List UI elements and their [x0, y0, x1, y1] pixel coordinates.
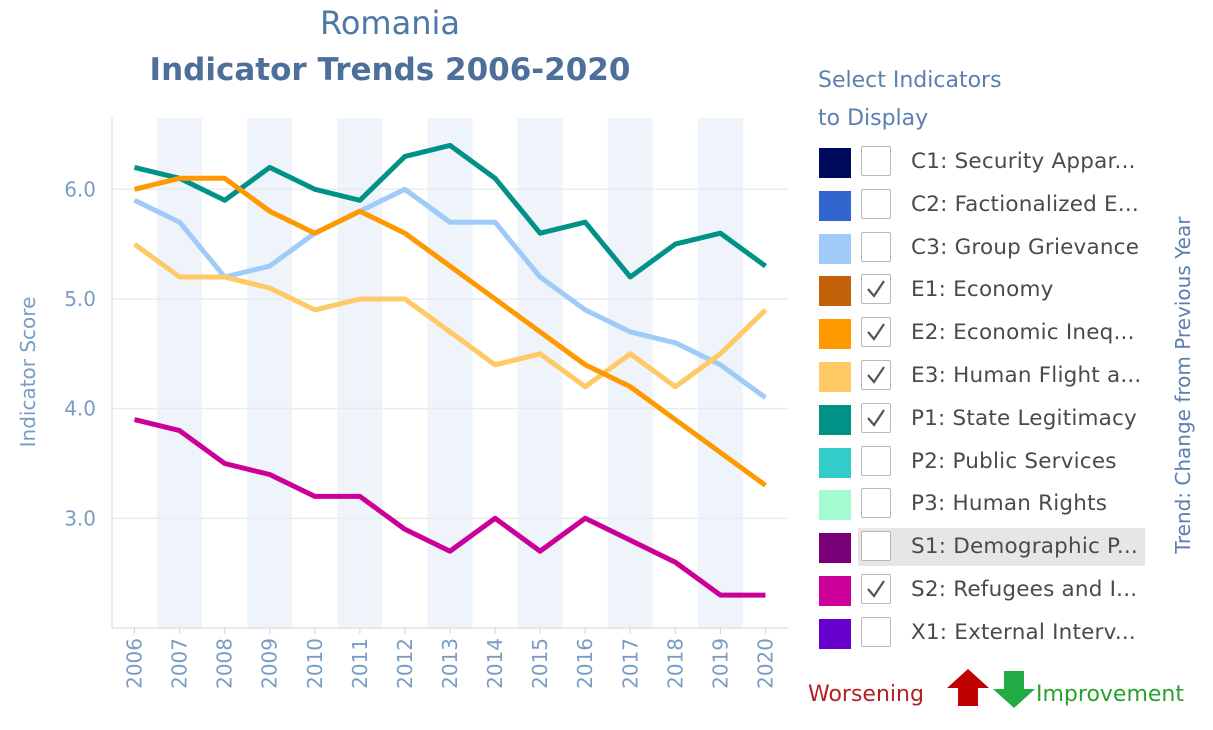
country-title: Romania — [320, 4, 460, 42]
x-tick-label: 2008 — [213, 638, 237, 689]
trend-legend: Worsening Improvement — [808, 668, 1208, 713]
legend-item-label: E1: Economy — [911, 277, 1054, 303]
legend-item[interactable]: E3: Human Flight a... — [818, 356, 1153, 399]
gridlines — [112, 188, 788, 520]
red-up-arrow-icon — [947, 669, 989, 706]
column-band — [697, 118, 743, 628]
checkmark-icon — [867, 366, 885, 384]
indicator-checkbox[interactable] — [861, 231, 891, 262]
legend-item[interactable]: E1: Economy — [818, 270, 1153, 313]
indicator-checkbox[interactable] — [861, 445, 891, 476]
x-tick-label: 2015 — [528, 638, 552, 689]
legend-item[interactable]: C1: Security Appar... — [818, 142, 1153, 185]
series-line[interactable] — [133, 175, 767, 488]
legend-item-label: P3: Human Rights — [911, 491, 1108, 517]
legend-item[interactable]: C2: Factionalized E... — [818, 185, 1153, 228]
x-tick-label: 2020 — [753, 638, 777, 689]
legend-item[interactable]: X1: External Interv... — [818, 613, 1153, 656]
indicator-checkbox[interactable] — [861, 317, 891, 348]
checkmark-icon — [867, 580, 885, 598]
x-tick-label: 2016 — [573, 638, 597, 689]
indicator-checkbox[interactable] — [861, 402, 891, 433]
legend-item-label: C1: Security Appar... — [911, 149, 1136, 174]
legend-color-swatch — [819, 575, 851, 606]
indicator-checkbox[interactable] — [861, 146, 891, 176]
legend-item[interactable]: P3: Human Rights — [818, 484, 1153, 527]
y-axis-label: Indicator Score — [16, 297, 40, 448]
trend-axis-title: Trend: Change from Previous Year — [1171, 216, 1195, 554]
line-chart: 3.0 4.0 5.0 6.0 2006 2007 2008 2009 2010 2011 201… — [16, 118, 788, 689]
column-band — [247, 118, 293, 628]
checkmark-icon — [867, 280, 885, 299]
legend-item-label: E3: Human Flight a... — [911, 362, 1142, 388]
legend-item[interactable]: C3: Group Grievance — [818, 228, 1153, 271]
legend-color-swatch — [819, 618, 851, 649]
legend-item-label: C3: Group Grievance — [911, 234, 1140, 260]
legend-item[interactable]: S2: Refugees and I... — [818, 570, 1153, 613]
column-band — [157, 118, 203, 628]
legend-item[interactable]: E2: Economic Ineq... — [818, 313, 1153, 356]
legend-color-swatch — [819, 319, 851, 350]
indicator-checkbox[interactable] — [861, 188, 891, 219]
legend-color-swatch — [819, 533, 851, 564]
x-tick-label: 2014 — [483, 638, 507, 689]
series-line[interactable] — [133, 242, 768, 390]
legend-color-swatch — [819, 233, 851, 264]
series-line[interactable] — [133, 186, 767, 400]
x-tick-label: 2013 — [438, 638, 462, 689]
checkmark-icon — [867, 323, 885, 342]
indicator-checkbox[interactable] — [861, 531, 891, 562]
x-tick-label: 2017 — [618, 638, 642, 689]
y-tick-label: 3.0 — [64, 506, 96, 530]
legend-item[interactable]: P1: State Legitimacy — [818, 399, 1153, 442]
x-tick-label: 2006 — [123, 638, 147, 689]
y-tick-label: 5.0 — [64, 287, 96, 311]
legend-item-label: P1: State Legitimacy — [911, 405, 1137, 431]
legend-heading-line2: to Display — [818, 106, 929, 131]
green-down-arrow-icon — [993, 671, 1035, 708]
indicator-checkbox[interactable] — [861, 573, 891, 604]
x-tick-label: 2018 — [663, 638, 687, 689]
legend-item-label: C2: Factionalized E... — [911, 191, 1139, 217]
chart-title: Indicator Trends 2006-2020 — [149, 52, 631, 88]
legend-color-swatch — [819, 490, 851, 521]
y-tick-label: 6.0 — [64, 177, 96, 201]
legend-item-label: S1: Demographic P... — [911, 534, 1138, 560]
indicator-checkbox[interactable] — [861, 359, 891, 390]
x-tick-label: 2010 — [303, 638, 327, 689]
legend-item[interactable]: P2: Public Services — [818, 442, 1153, 485]
x-tick-labels: 2006 2007 2008 2009 2010 2011 2012 2013 2014 2015… — [123, 628, 777, 689]
y-tick-label: 4.0 — [64, 397, 96, 421]
y-tick-labels: 3.0 4.0 5.0 6.0 — [64, 177, 96, 530]
x-tick-label: 2009 — [258, 638, 282, 689]
legend-color-swatch — [819, 190, 851, 221]
legend-item[interactable]: S1: Demographic P... — [818, 527, 1153, 570]
indicator-checkbox[interactable] — [861, 616, 891, 647]
x-tick-label: 2011 — [348, 638, 372, 689]
legend-item-label: S2: Refugees and I... — [911, 576, 1138, 602]
series-lines — [133, 142, 768, 598]
worsening-label: Worsening — [808, 682, 924, 707]
legend-item-label: E2: Economic Ineq... — [911, 320, 1135, 346]
improvement-label: Improvement — [1036, 682, 1184, 707]
legend-item-label: X1: External Interv... — [911, 619, 1136, 645]
legend-item-label: P2: Public Services — [911, 448, 1117, 474]
checkmark-icon — [867, 409, 885, 427]
column-band — [607, 118, 653, 628]
legend-color-swatch — [819, 148, 851, 178]
legend-item-hover-highlight — [858, 528, 1145, 567]
indicator-legend: C1: Security Appar... C2: Factionalized E… — [818, 142, 1153, 656]
legend-color-swatch — [819, 276, 851, 307]
legend-color-swatch — [819, 361, 851, 392]
x-tick-label: 2012 — [393, 638, 417, 689]
x-tick-label: 2019 — [708, 638, 732, 689]
series-line[interactable] — [133, 417, 766, 598]
legend-color-swatch — [819, 447, 851, 478]
legend-color-swatch — [819, 404, 851, 435]
indicator-checkbox[interactable] — [861, 274, 891, 305]
legend-heading-line1: Select Indicators — [818, 68, 1002, 93]
x-tick-label: 2007 — [168, 638, 192, 689]
indicator-checkbox[interactable] — [861, 488, 891, 519]
